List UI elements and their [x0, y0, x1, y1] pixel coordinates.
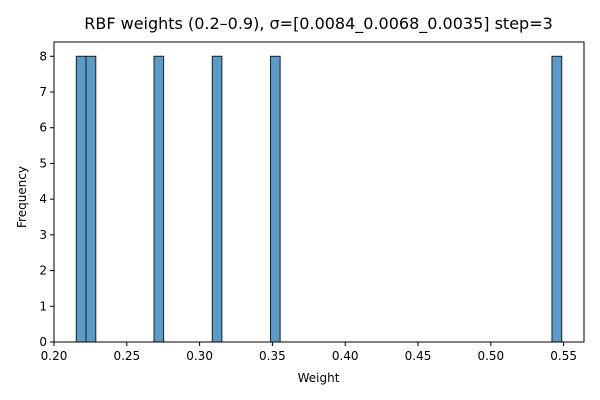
histogram-bar-2 [85, 55, 97, 343]
y-tick-label: 8 [39, 49, 47, 63]
y-tick-label: 3 [39, 228, 47, 242]
plot-area: 0.20 0.25 0.30 0.35 0.40 0.45 0.50 0.55 0 1 2 3 4 5 6 7… [39, 41, 585, 363]
x-tick-label: 0.25 [113, 349, 140, 363]
chart-title: RBF weights (0.2–0.9), σ=[0.0084_0.0068_… [84, 14, 553, 34]
y-tick-label: 7 [39, 85, 47, 99]
y-tick-label: 1 [39, 299, 47, 313]
plot-frame [53, 41, 585, 343]
x-tick-label: 0.30 [186, 349, 213, 363]
histogram-bar-1 [75, 55, 87, 343]
y-axis-label: Frequency [15, 166, 29, 228]
x-tick-label: 0.50 [477, 349, 504, 363]
y-tick-label: 6 [39, 121, 47, 135]
y-tick-label: 5 [39, 156, 47, 170]
x-tick-label: 0.55 [550, 349, 577, 363]
histogram-bar-6 [551, 55, 563, 343]
y-tick-label: 2 [39, 264, 47, 278]
x-tick-label: 0.20 [41, 349, 68, 363]
x-axis-label: Weight [298, 371, 340, 385]
x-tick-label: 0.35 [259, 349, 286, 363]
y-tick-label: 4 [39, 192, 47, 206]
x-tick-label: 0.45 [405, 349, 432, 363]
histogram-bar-5 [270, 55, 281, 343]
histogram-bar-3 [153, 55, 165, 343]
histogram-bar-4 [211, 55, 223, 343]
x-tick-label: 0.40 [332, 349, 359, 363]
y-tick-label: 0 [39, 335, 47, 349]
